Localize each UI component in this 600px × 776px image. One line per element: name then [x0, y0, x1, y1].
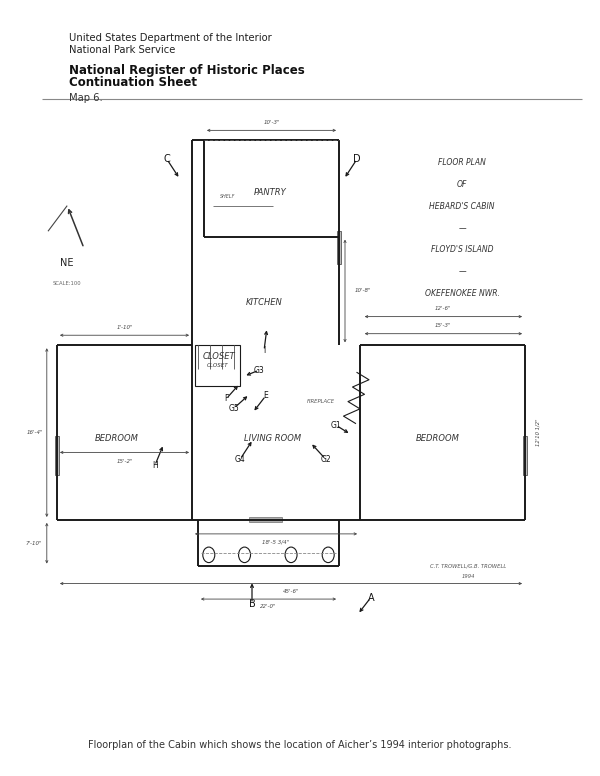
Text: National Register of Historic Places: National Register of Historic Places [69, 64, 305, 77]
Text: 1'-10": 1'-10" [116, 325, 133, 330]
Bar [337, 231, 341, 264]
Text: HEBARD'S CABIN: HEBARD'S CABIN [429, 202, 495, 211]
Text: G3: G3 [254, 365, 265, 375]
Text: 15'-3": 15'-3" [435, 324, 452, 328]
Text: CLOSET: CLOSET [203, 352, 235, 362]
Text: D: D [353, 154, 361, 164]
Bar [195, 345, 240, 386]
Text: Floorplan of the Cabin which shows the location of Aicher’s 1994 interior photog: Floorplan of the Cabin which shows the l… [88, 740, 512, 750]
Text: G5: G5 [229, 404, 239, 413]
Text: Continuation Sheet: Continuation Sheet [69, 76, 197, 89]
Text: G4: G4 [235, 455, 245, 464]
Text: 7'-10": 7'-10" [25, 541, 42, 546]
Text: —: — [458, 223, 466, 233]
Text: NE: NE [61, 258, 74, 268]
Text: United States Department of the Interior: United States Department of the Interior [69, 33, 272, 43]
Text: G2: G2 [320, 455, 331, 464]
Text: H: H [152, 461, 158, 470]
Text: 12'10 1/2": 12'10 1/2" [536, 419, 541, 446]
Text: FLOOR PLAN: FLOOR PLAN [438, 158, 486, 168]
Text: BEDROOM: BEDROOM [95, 434, 139, 443]
Bar [55, 436, 59, 475]
Text: FLOYD'S ISLAND: FLOYD'S ISLAND [431, 245, 493, 255]
Text: BEDROOM: BEDROOM [416, 434, 460, 443]
Text: 12'-6": 12'-6" [435, 307, 452, 311]
Text: 1994: 1994 [461, 574, 475, 579]
Text: National Park Service: National Park Service [69, 45, 175, 55]
Text: PANTRY: PANTRY [254, 188, 286, 197]
Text: C: C [163, 154, 170, 164]
Text: G1: G1 [331, 421, 341, 430]
Text: 16'-4": 16'-4" [26, 430, 43, 435]
Text: C.T. TROWELL/G.B. TROWELL: C.T. TROWELL/G.B. TROWELL [430, 564, 506, 569]
Text: LIVING ROOM: LIVING ROOM [244, 434, 302, 443]
Bar [523, 436, 527, 475]
Text: F: F [224, 394, 229, 404]
Text: 22'-0": 22'-0" [260, 605, 277, 609]
Text: SCALE:100: SCALE:100 [53, 281, 82, 286]
Text: B: B [248, 599, 256, 608]
Text: SHELF: SHELF [220, 195, 236, 199]
Text: Map 6.: Map 6. [69, 93, 103, 103]
Text: A: A [367, 593, 374, 602]
Text: 18'-5 3/4": 18'-5 3/4" [262, 539, 290, 544]
Text: CLOSET: CLOSET [206, 363, 229, 368]
Text: OF: OF [457, 180, 467, 189]
Bar [249, 517, 282, 522]
Text: I: I [263, 346, 265, 355]
Text: KITCHEN: KITCHEN [245, 298, 283, 307]
Text: E: E [263, 391, 268, 400]
Text: OKEFENOKEE NWR.: OKEFENOKEE NWR. [425, 289, 499, 298]
Text: 45'-6": 45'-6" [283, 589, 299, 594]
Text: —: — [458, 267, 466, 276]
Text: 10'-3": 10'-3" [263, 120, 280, 125]
Text: FIREPLACE: FIREPLACE [307, 399, 335, 404]
Text: 10'-8": 10'-8" [355, 289, 371, 293]
Text: 15'-2": 15'-2" [116, 459, 133, 464]
